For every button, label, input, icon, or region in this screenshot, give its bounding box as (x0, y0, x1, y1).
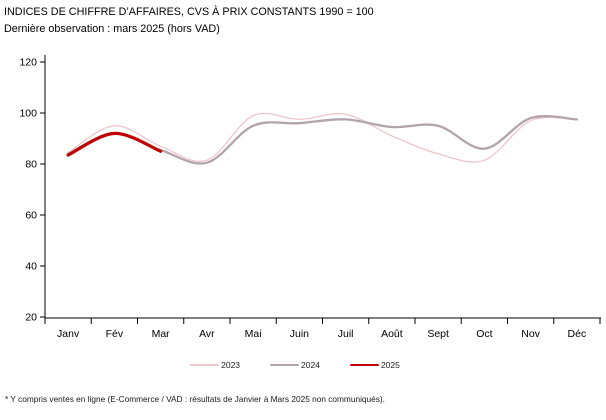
legend-entry-2023: 2023 (190, 360, 240, 370)
x-tick-label: Juin (290, 328, 309, 340)
x-tick-label: Janv (57, 328, 80, 340)
legend-entry-2025: 2025 (349, 360, 400, 370)
x-tick-label: Mar (152, 328, 171, 340)
chart-legend: 2023 2024 2025 (0, 360, 590, 370)
footnote: * Y compris ventes en ligne (E-Commerce … (5, 394, 385, 404)
legend-entry-2024: 2024 (270, 360, 320, 370)
legend-label-2025: 2025 (380, 360, 400, 370)
series-line-2025 (66, 131, 163, 157)
x-tick-label: Mai (245, 328, 262, 340)
y-tick-label: 100 (19, 108, 37, 120)
legend-label-2024: 2024 (301, 360, 320, 370)
x-tick-label: Sept (427, 328, 449, 340)
chart-title: INDICES DE CHIFFRE D’AFFAIRES, CVS À PRI… (4, 6, 374, 18)
x-tick-label: Déc (568, 328, 587, 340)
series-line-2023 (67, 112, 578, 163)
title-block: INDICES DE CHIFFRE D’AFFAIRES, CVS À PRI… (4, 4, 374, 38)
legend-label-2023: 2023 (221, 360, 241, 370)
y-tick-label: 40 (25, 261, 37, 273)
y-tick-label: 80 (25, 159, 37, 171)
y-tick-label: 120 (19, 57, 37, 69)
x-tick-label: Oct (476, 328, 492, 340)
x-tick-label: Août (381, 328, 403, 340)
legend-line-swatch-2023 (190, 364, 220, 366)
legend-line-swatch-2024 (270, 364, 300, 366)
x-tick-label: Nov (521, 328, 540, 340)
y-tick-label: 60 (25, 210, 37, 222)
legend-line-swatch-2025 (349, 363, 379, 367)
x-tick-label: Fév (106, 328, 124, 340)
y-tick-label: 20 (25, 312, 37, 324)
x-tick-label: Avr (199, 328, 215, 340)
chart-subtitle: Dernière observation : mars 2025 (hors V… (4, 23, 220, 35)
x-tick-label: Juil (338, 328, 354, 340)
series-line-2024 (66, 115, 579, 165)
